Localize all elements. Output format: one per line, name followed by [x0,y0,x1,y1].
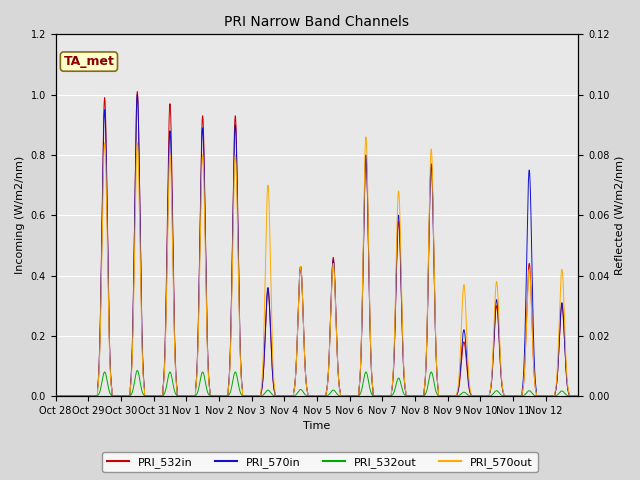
Y-axis label: Reflected (W/m2/nm): Reflected (W/m2/nm) [615,156,625,275]
Text: TA_met: TA_met [63,55,115,68]
Legend: PRI_532in, PRI_570in, PRI_532out, PRI_570out: PRI_532in, PRI_570in, PRI_532out, PRI_57… [102,452,538,472]
Y-axis label: Incoming (W/m2/nm): Incoming (W/m2/nm) [15,156,25,275]
X-axis label: Time: Time [303,421,331,432]
Title: PRI Narrow Band Channels: PRI Narrow Band Channels [225,15,410,29]
